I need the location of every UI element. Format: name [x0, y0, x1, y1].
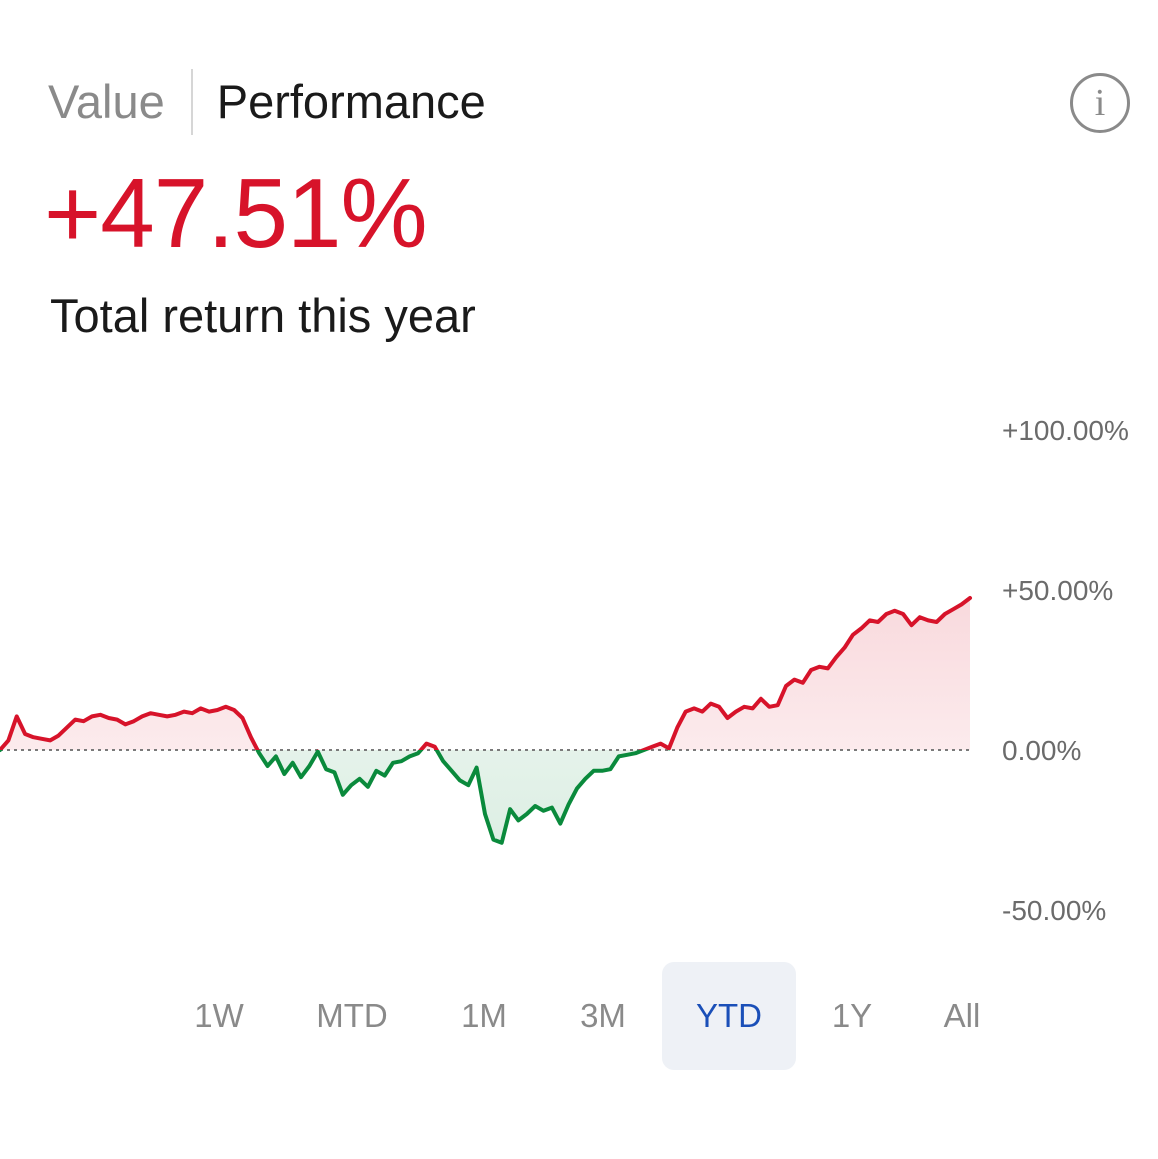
tab-performance[interactable]: Performance — [216, 75, 486, 128]
total-return-value: +47.51% — [44, 158, 428, 268]
y-tick-label: +50.00% — [1002, 575, 1113, 606]
range-button-all[interactable]: All — [943, 997, 981, 1034]
range-button-1w[interactable]: 1W — [194, 997, 244, 1034]
time-range-selector: 1W MTD 1M 3M YTD 1Y All — [0, 962, 1158, 1070]
range-button-ytd[interactable]: YTD — [662, 962, 796, 1070]
range-button-1y[interactable]: 1Y — [831, 997, 873, 1034]
view-tabs: Value Performance — [48, 66, 486, 138]
range-button-1m[interactable]: 1M — [461, 997, 507, 1034]
chart-line — [0, 596, 972, 845]
y-tick-label: 0.00% — [1002, 735, 1081, 766]
performance-chart[interactable]: +100.00% +50.00% 0.00% -50.00% — [0, 380, 1158, 950]
y-tick-label: +100.00% — [1002, 415, 1129, 446]
positive-area — [0, 598, 970, 750]
range-button-mtd[interactable]: MTD — [316, 997, 388, 1034]
info-icon-glyph: i — [1094, 82, 1106, 124]
info-icon[interactable]: i — [1070, 73, 1130, 133]
positive-line — [0, 596, 972, 750]
chart-area-fill — [0, 598, 970, 843]
y-tick-label: -50.00% — [1002, 895, 1106, 926]
range-button-3m[interactable]: 3M — [580, 997, 626, 1034]
tab-divider — [190, 69, 193, 135]
negative-area — [0, 750, 970, 843]
tab-value[interactable]: Value — [48, 75, 165, 128]
negative-line — [0, 750, 671, 845]
total-return-caption: Total return this year — [50, 289, 476, 342]
y-axis-tick-labels: +100.00% +50.00% 0.00% -50.00% — [1002, 415, 1129, 926]
